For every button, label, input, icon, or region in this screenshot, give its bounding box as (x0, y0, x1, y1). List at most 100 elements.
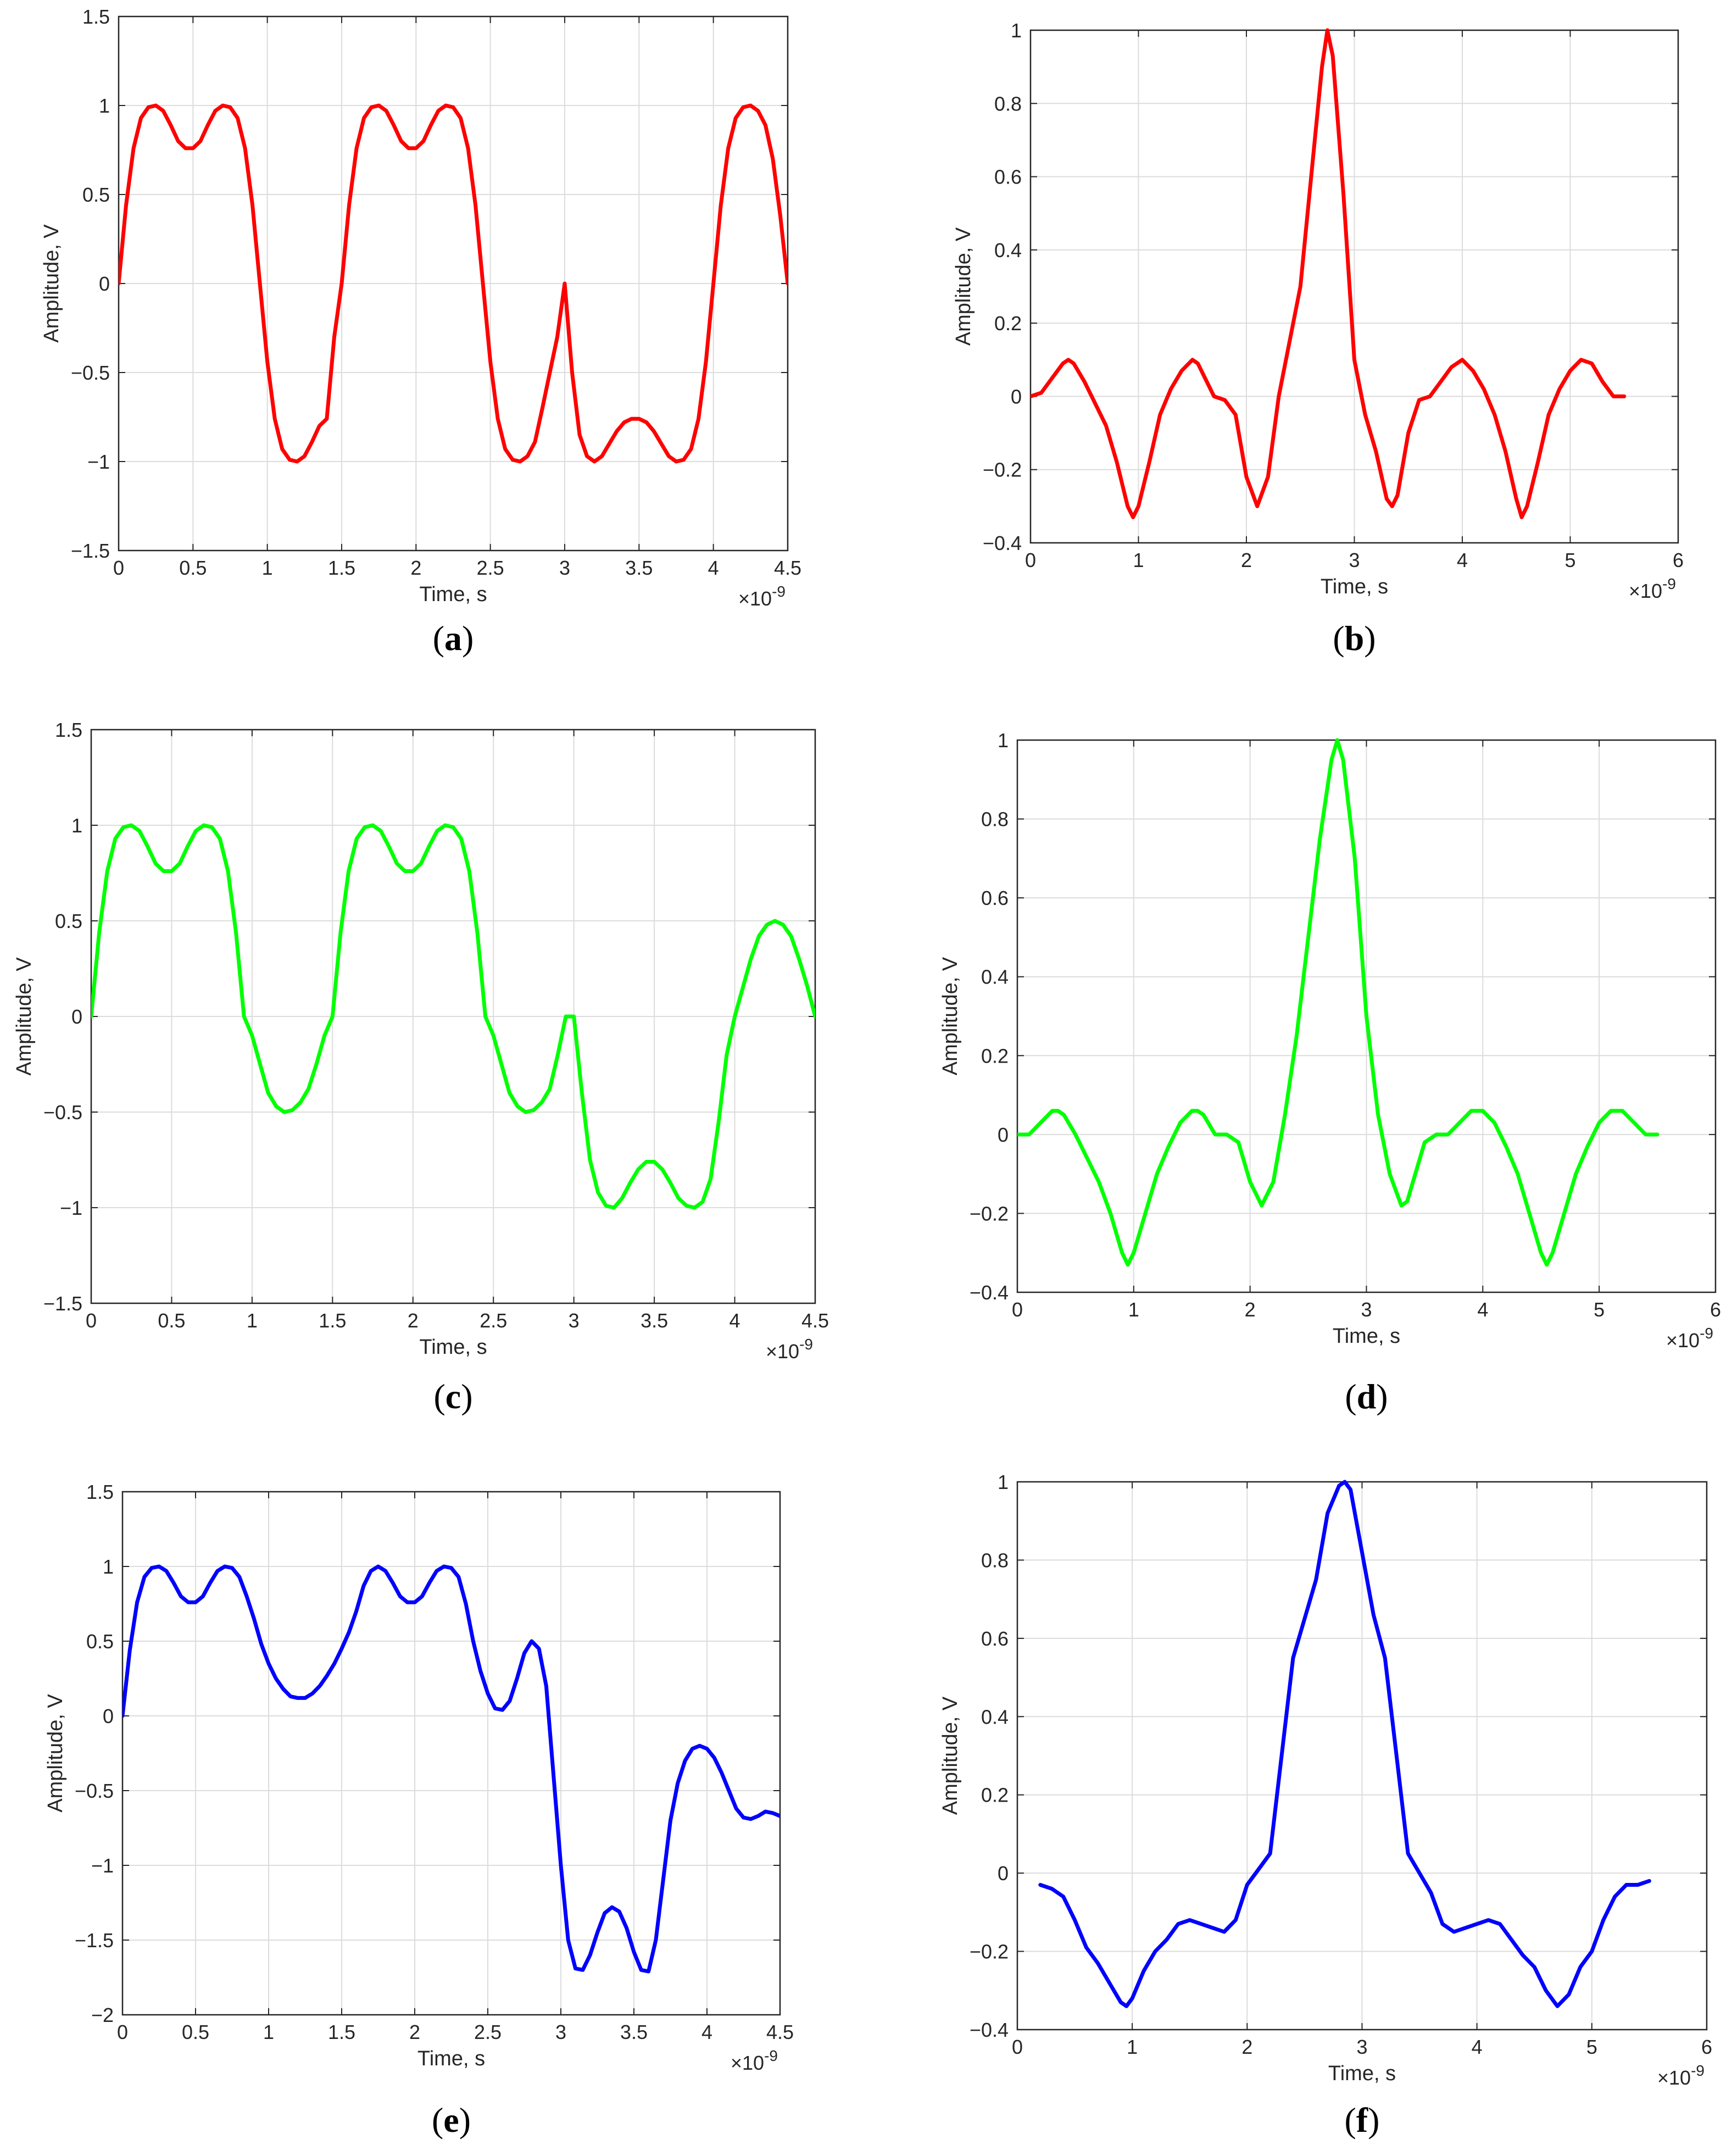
x-tick-label: 1 (247, 1309, 258, 1332)
x-tick-label: 0 (86, 1309, 97, 1332)
caption-open-paren: ( (1333, 619, 1344, 658)
x-tick-label: 5 (1586, 2036, 1597, 2058)
y-tick-label: −2 (91, 2004, 114, 2026)
x-tick-label: 3 (1361, 1298, 1372, 1321)
caption-letter: e (443, 2101, 459, 2140)
x-tick-label: 4.5 (766, 2021, 794, 2043)
x-scale-multiplier: ×10-9 (766, 1336, 813, 1363)
x-tick-label: 1 (263, 2021, 274, 2043)
caption-open-paren: ( (433, 1377, 445, 1416)
series-line-0 (119, 103, 788, 464)
caption-letter: b (1345, 619, 1365, 658)
x-tick-label: 1.5 (328, 557, 355, 579)
caption-letter: c (445, 1377, 461, 1416)
x-tick-label: 4 (1457, 549, 1468, 571)
caption-close-paren: ) (1364, 619, 1375, 658)
series-line-0 (122, 1564, 780, 1974)
y-tick-label: 0.6 (994, 166, 1022, 188)
y-tick-label: 1 (1011, 19, 1022, 42)
x-tick-label: 4.5 (774, 557, 801, 579)
x-scale-multiplier: ×10-9 (1657, 2062, 1705, 2089)
y-axis-label: Amplitude, V (952, 227, 975, 346)
chart-panel-d: 0 1 2 3 4 5 6 −0.4 −0.2 0 0.2 0.4 0.6 0.8 1 Time, s Ampl… (939, 729, 1721, 1416)
y-tick-label: −0.4 (970, 1281, 1009, 1304)
x-scale-multiplier: ×10-9 (1629, 575, 1676, 602)
chart-panel-b: 0 1 2 3 4 5 6 −0.4 −0.2 0 0.2 0.4 0.6 0.8 1 Time, s Ampl… (952, 19, 1684, 658)
y-tick-label: 0.8 (994, 92, 1022, 115)
chart-panel-c: 0 0.5 1 1.5 2 2.5 3 3.5 4 4.5 −1.5 −1 −0.5 0 0.5 1 1.5 Ti… (13, 719, 829, 1416)
x-tick-label: 2.5 (474, 2021, 502, 2043)
x-scale-multiplier-exponent: -9 (1691, 2062, 1705, 2079)
y-tick-label: 0.8 (981, 1549, 1009, 1571)
y-tick-label: −0.2 (983, 459, 1022, 481)
x-scale-multiplier-exponent: -9 (799, 1336, 813, 1353)
x-tick-label: 2 (409, 2021, 420, 2043)
y-tick-label: −0.4 (983, 532, 1022, 554)
chart-panel-a: 0 0.5 1 1.5 2 2.5 3 3.5 4 4.5 −1.5 −1 −0.5 0 0.5 1 1.5 Ti… (40, 5, 801, 658)
caption-open-paren: ( (432, 2101, 443, 2140)
x-tick-label: 2 (1245, 1298, 1256, 1321)
x-tick-label: 5 (1594, 1298, 1605, 1321)
panel-caption: (f) (1345, 2101, 1380, 2140)
x-tick-label: 2.5 (480, 1309, 507, 1332)
x-axis-label: Time, s (1321, 575, 1388, 598)
y-tick-label: −0.5 (71, 362, 110, 384)
y-tick-label: 0.2 (981, 1784, 1009, 1807)
y-tick-label: 1.5 (86, 1481, 114, 1503)
x-scale-multiplier: ×10-9 (731, 2047, 778, 2074)
x-tick-label: 0.5 (158, 1309, 185, 1332)
y-tick-label: 0 (998, 1124, 1009, 1146)
caption-letter: f (1356, 2101, 1368, 2140)
y-tick-label: 1 (71, 814, 82, 837)
y-tick-label: 0.5 (55, 910, 82, 932)
y-tick-label: 0.6 (981, 887, 1009, 909)
chart-panel-e: 0 0.5 1 1.5 2 2.5 3 3.5 4 4.5 −2 −1.5 −1 −0.5 0 0.5 1 1.5… (44, 1481, 794, 2140)
y-axis-label: Amplitude, V (939, 957, 962, 1075)
x-tick-label: 6 (1673, 549, 1684, 571)
x-axis-label: Time, s (419, 583, 487, 606)
y-tick-label: −1 (91, 1854, 114, 1877)
x-tick-label: 1 (262, 557, 273, 579)
x-tick-label: 4 (1477, 1298, 1488, 1321)
caption-close-paren: ) (459, 2101, 471, 2140)
y-tick-label: −0.2 (970, 1202, 1009, 1225)
x-tick-label: 1 (1128, 1298, 1139, 1321)
y-tick-label: 0 (71, 1005, 82, 1028)
x-tick-label: 4 (1472, 2036, 1483, 2058)
x-tick-label: 1.5 (319, 1309, 346, 1332)
x-scale-multiplier-base: ×10 (766, 1340, 799, 1363)
x-tick-label: 6 (1701, 2036, 1712, 2058)
caption-close-paren: ) (1368, 2101, 1379, 2140)
y-tick-label: 1.5 (55, 719, 82, 741)
x-tick-label: 2 (410, 557, 421, 579)
y-tick-label: −0.4 (970, 2019, 1009, 2041)
x-tick-label: 3 (1349, 549, 1360, 571)
x-tick-label: 2.5 (477, 557, 504, 579)
panel-caption: (c) (433, 1377, 472, 1416)
x-tick-label: 5 (1564, 549, 1575, 571)
caption-open-paren: ( (1345, 2101, 1356, 2140)
caption-close-paren: ) (462, 619, 474, 658)
y-tick-label: 1 (103, 1555, 114, 1578)
x-tick-label: 3 (1356, 2036, 1367, 2058)
y-tick-label: −1 (60, 1197, 82, 1219)
y-axis-label: Amplitude, V (44, 1694, 67, 1813)
x-scale-multiplier-exponent: -9 (1662, 575, 1676, 592)
x-scale-multiplier-base: ×10 (1666, 1329, 1700, 1352)
x-tick-label: 6 (1710, 1298, 1721, 1321)
x-tick-label: 0 (113, 557, 124, 579)
y-tick-label: −0.5 (75, 1780, 114, 1802)
y-tick-label: −0.2 (970, 1941, 1009, 1963)
y-tick-label: 0 (998, 1862, 1009, 1885)
x-tick-label: 0 (117, 2021, 128, 2043)
y-tick-label: 0.4 (981, 966, 1009, 988)
x-scale-multiplier-base: ×10 (738, 587, 772, 610)
y-tick-label: 1 (99, 95, 110, 117)
y-tick-label: −0.5 (43, 1101, 82, 1124)
x-tick-label: 3.5 (625, 557, 653, 579)
x-axis-label: Time, s (1328, 2062, 1396, 2085)
y-tick-label: 0 (103, 1705, 114, 1727)
caption-close-paren: ) (461, 1377, 472, 1416)
x-scale-multiplier-exponent: -9 (772, 583, 786, 600)
